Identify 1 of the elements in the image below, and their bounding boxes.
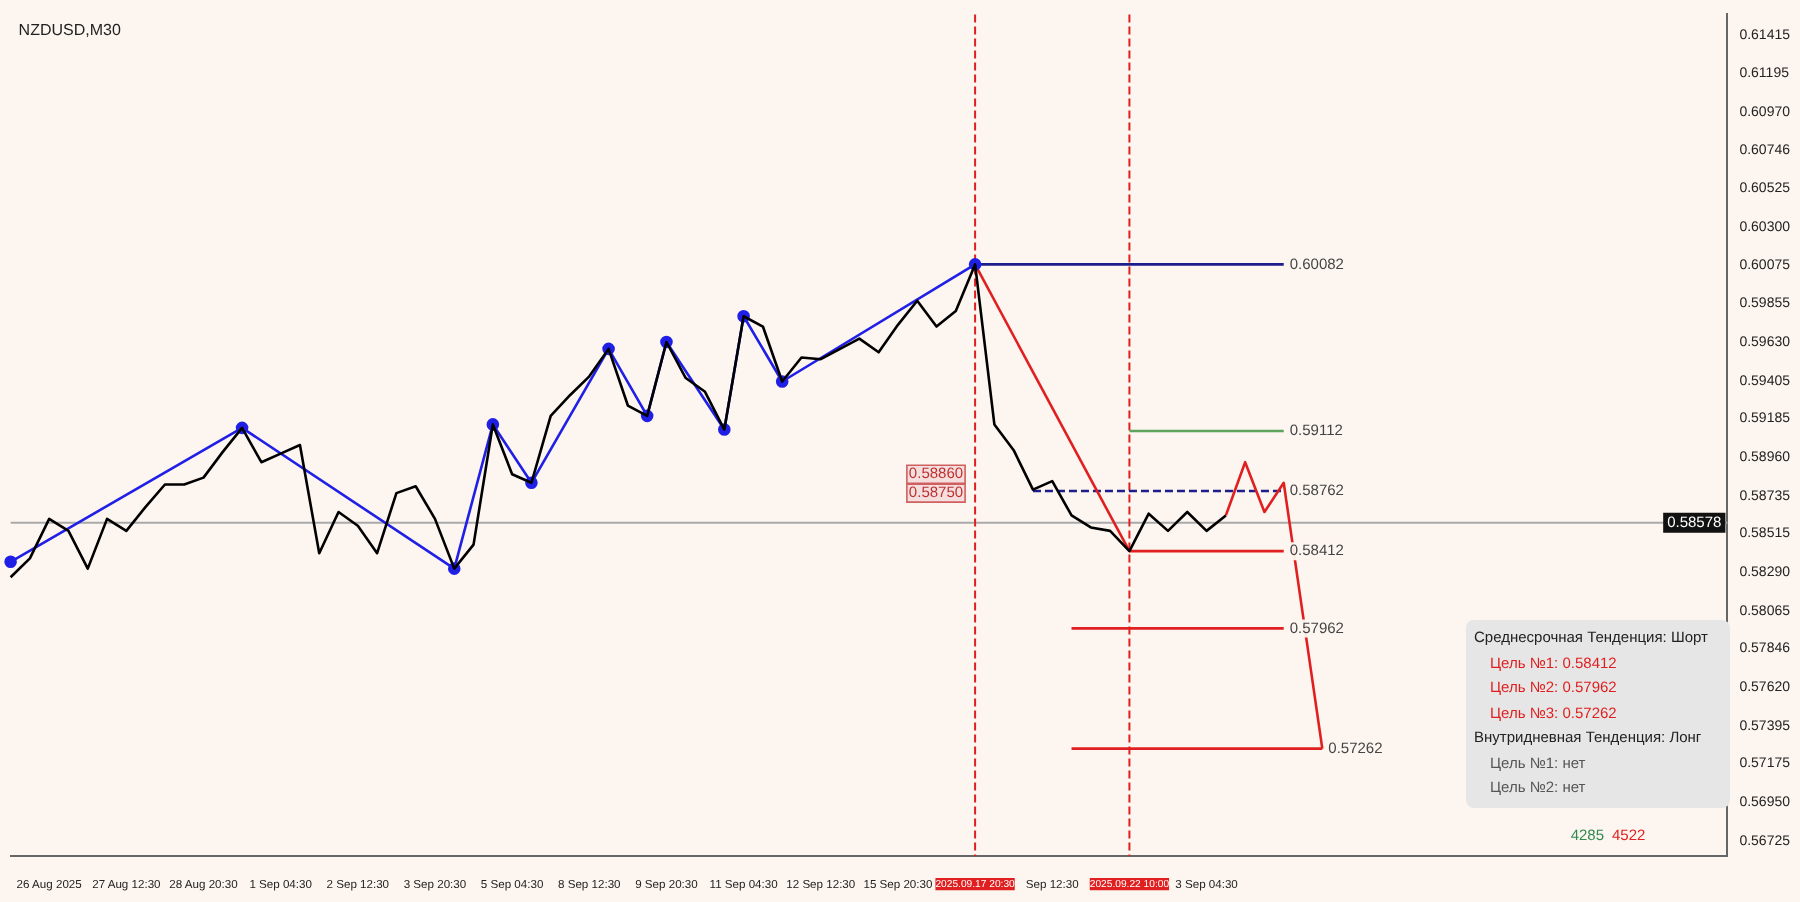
text: NZDUSD,M30 [18, 20, 122, 39]
